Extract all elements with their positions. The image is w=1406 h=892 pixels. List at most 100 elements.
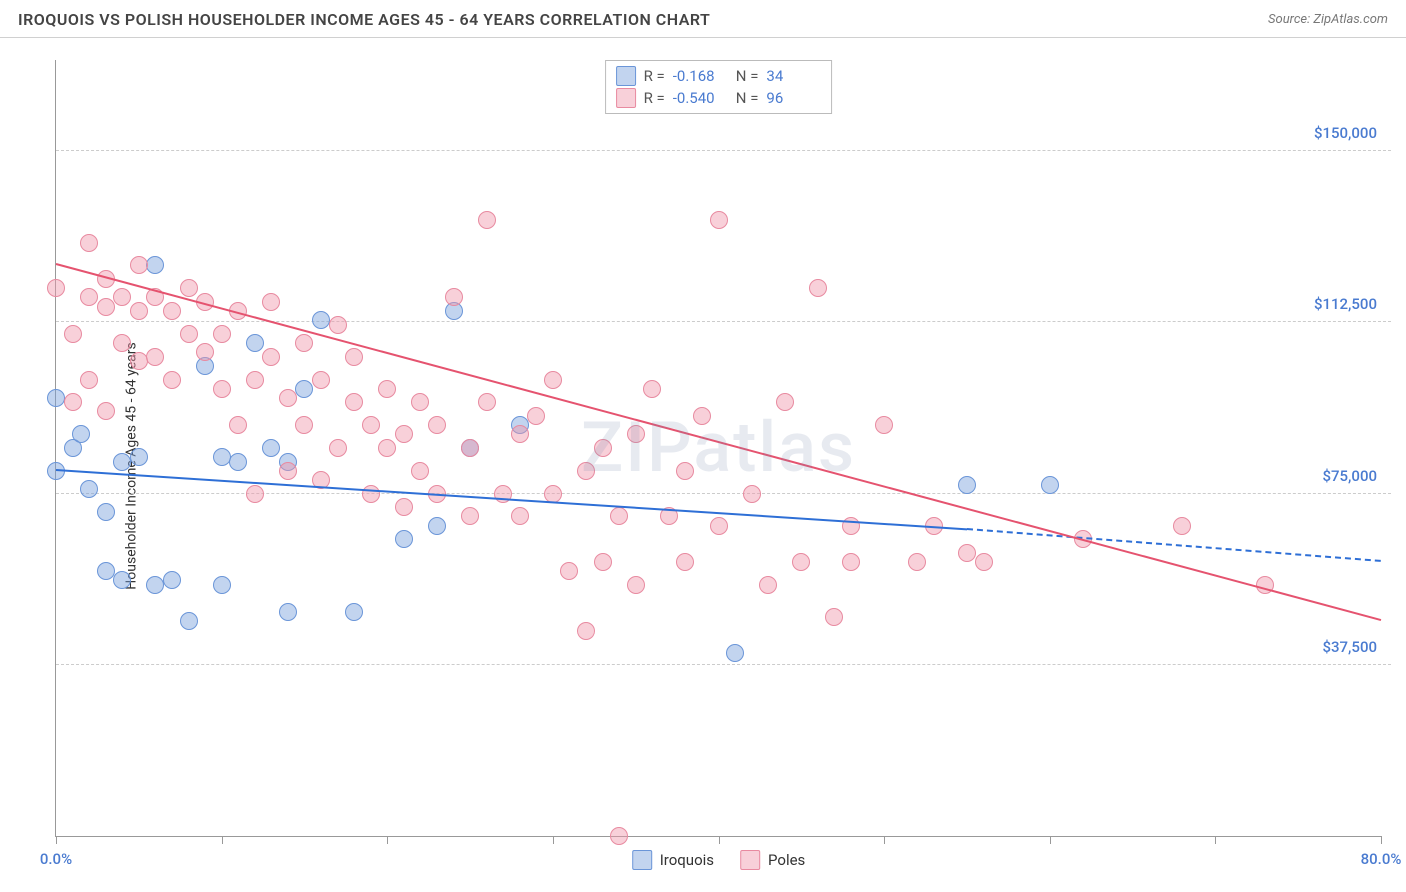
series-swatch [616, 66, 636, 86]
data-point [113, 288, 131, 306]
data-point [378, 439, 396, 457]
plot-area: ZIPatlas R =-0.168N =34R =-0.540N =96 Ir… [55, 60, 1381, 837]
data-point [560, 562, 578, 580]
data-point [196, 343, 214, 361]
data-point [295, 334, 313, 352]
chart-title: IROQUOIS VS POLISH HOUSEHOLDER INCOME AG… [18, 10, 710, 29]
data-point [908, 553, 926, 571]
data-point [80, 288, 98, 306]
data-point [544, 485, 562, 503]
x-tick [387, 836, 388, 844]
chart-header: IROQUOIS VS POLISH HOUSEHOLDER INCOME AG… [0, 0, 1406, 38]
x-tick [222, 836, 223, 844]
data-point [478, 393, 496, 411]
data-point [113, 334, 131, 352]
data-point [97, 503, 115, 521]
data-point [792, 553, 810, 571]
data-point [213, 448, 231, 466]
data-point [461, 439, 479, 457]
x-tick [719, 836, 720, 844]
data-point [146, 256, 164, 274]
data-point [577, 622, 595, 640]
data-point [842, 517, 860, 535]
data-point [47, 279, 65, 297]
data-point [130, 448, 148, 466]
series-swatch [616, 88, 636, 108]
legend-swatch [632, 850, 652, 870]
stat-n-value: 96 [766, 89, 821, 107]
y-tick-label: $37,500 [1318, 638, 1381, 656]
stat-r-label: R = [644, 89, 665, 107]
data-point [776, 393, 794, 411]
data-point [163, 371, 181, 389]
legend-label: Iroquois [660, 851, 714, 869]
x-tick [884, 836, 885, 844]
data-point [262, 439, 280, 457]
data-point [130, 256, 148, 274]
data-point [312, 311, 330, 329]
data-point [229, 416, 247, 434]
data-point [842, 553, 860, 571]
data-point [809, 279, 827, 297]
x-axis-label: 0.0% [40, 850, 72, 868]
data-point [710, 211, 728, 229]
data-point [428, 517, 446, 535]
data-point [295, 380, 313, 398]
data-point [113, 453, 131, 471]
data-point [80, 371, 98, 389]
data-point [1041, 476, 1059, 494]
data-point [478, 211, 496, 229]
data-point [378, 380, 396, 398]
legend: Iroquois Poles [632, 850, 806, 870]
data-point [130, 352, 148, 370]
data-point [246, 371, 264, 389]
data-point [594, 553, 612, 571]
data-point [676, 462, 694, 480]
x-tick [1215, 836, 1216, 844]
data-point [461, 507, 479, 525]
data-point [362, 485, 380, 503]
data-point [345, 393, 363, 411]
data-point [676, 553, 694, 571]
data-point [180, 612, 198, 630]
stats-row: R =-0.540N =96 [616, 87, 822, 109]
legend-item: Poles [740, 850, 805, 870]
data-point [80, 480, 98, 498]
stats-row: R =-0.168N =34 [616, 65, 822, 87]
data-point [411, 393, 429, 411]
data-point [395, 498, 413, 516]
data-point [958, 476, 976, 494]
data-point [511, 507, 529, 525]
data-point [295, 416, 313, 434]
data-point [710, 517, 728, 535]
stat-r-value: -0.540 [673, 89, 728, 107]
data-point [312, 371, 330, 389]
stat-r-label: R = [644, 67, 665, 85]
data-point [113, 571, 131, 589]
data-point [428, 416, 446, 434]
data-point [279, 462, 297, 480]
data-point [345, 348, 363, 366]
data-point [395, 425, 413, 443]
data-point [229, 453, 247, 471]
data-point [958, 544, 976, 562]
correlation-stats-box: R =-0.168N =34R =-0.540N =96 [605, 60, 833, 114]
x-tick [553, 836, 554, 844]
data-point [445, 288, 463, 306]
data-point [180, 279, 198, 297]
data-point [64, 393, 82, 411]
data-point [627, 576, 645, 594]
data-point [72, 425, 90, 443]
data-point [262, 293, 280, 311]
data-point [643, 380, 661, 398]
data-point [759, 576, 777, 594]
data-point [47, 389, 65, 407]
gridline [56, 664, 1391, 665]
trend-line [56, 263, 1382, 621]
data-point [180, 325, 198, 343]
data-point [975, 553, 993, 571]
data-point [594, 439, 612, 457]
data-point [627, 425, 645, 443]
data-point [511, 425, 529, 443]
data-point [329, 316, 347, 334]
